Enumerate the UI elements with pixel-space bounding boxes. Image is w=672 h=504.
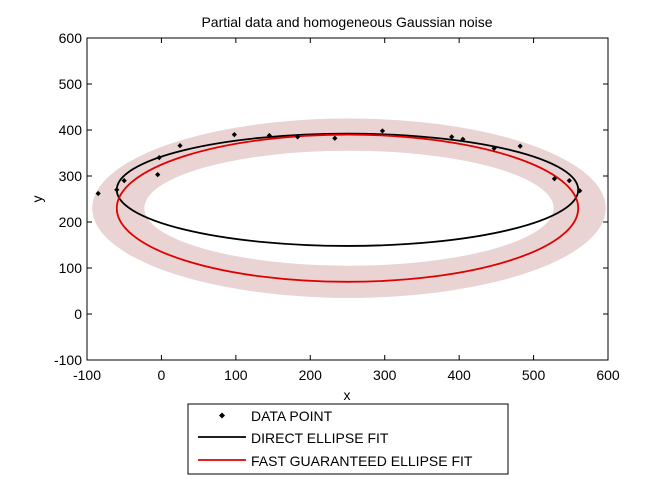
x-tick-label: 600 [596, 367, 620, 383]
fast-guaranteed-ellipse-fit-curve [115, 133, 580, 283]
x-tick-label: 200 [299, 367, 323, 383]
data-point [121, 178, 127, 184]
y-tick-label: 600 [59, 30, 83, 46]
x-tick-label: 0 [158, 367, 166, 383]
uncertainty-band [92, 118, 606, 298]
x-tick-label: 100 [224, 367, 248, 383]
legend-label-direct-fit: DIRECT ELLIPSE FIT [251, 430, 389, 446]
data-point [155, 172, 161, 178]
plot-frame [86, 37, 609, 361]
y-tick-label: 500 [59, 76, 83, 92]
data-point [114, 187, 120, 193]
data-points [95, 128, 583, 197]
y-axis-label: y [29, 196, 45, 203]
x-tick-label: 400 [447, 367, 471, 383]
data-point [566, 178, 572, 184]
data-point [266, 132, 272, 139]
y-axis: -100 0 100 200 300 400 500 600 [54, 30, 608, 368]
y-tick-label: 100 [59, 260, 83, 276]
x-axis-label: x [344, 387, 351, 403]
y-tick-label: 400 [59, 122, 83, 138]
data-point [460, 136, 466, 142]
x-tick-label: -100 [73, 367, 101, 383]
data-point [551, 176, 558, 182]
x-tick-label: 300 [373, 367, 397, 383]
data-point [156, 155, 162, 161]
plot-area [92, 118, 606, 298]
legend-marker-data-point [219, 412, 225, 419]
chart-title: Partial data and homogeneous Gaussian no… [201, 14, 492, 30]
data-point [95, 190, 101, 197]
data-point [295, 134, 301, 140]
data-point [231, 132, 237, 138]
y-tick-label: -100 [54, 352, 82, 368]
y-tick-label: 300 [59, 168, 83, 184]
data-point [491, 145, 497, 151]
data-point [449, 134, 455, 140]
data-point [577, 188, 583, 194]
legend-box [187, 403, 509, 475]
x-axis: -100 0 100 200 300 400 500 600 [73, 38, 620, 383]
data-point [517, 143, 523, 149]
legend-label-data-point: DATA POINT [251, 408, 333, 424]
x-tick-label: 500 [522, 367, 546, 383]
legend: DATA POINT DIRECT ELLIPSE FIT FAST GUARA… [187, 403, 509, 475]
y-tick-label: 200 [59, 214, 83, 230]
data-point [177, 143, 183, 149]
legend-label-fast-fit: FAST GUARANTEED ELLIPSE FIT [251, 453, 473, 469]
data-point [332, 135, 338, 141]
data-point [379, 128, 386, 134]
y-tick-label: 0 [74, 306, 82, 322]
